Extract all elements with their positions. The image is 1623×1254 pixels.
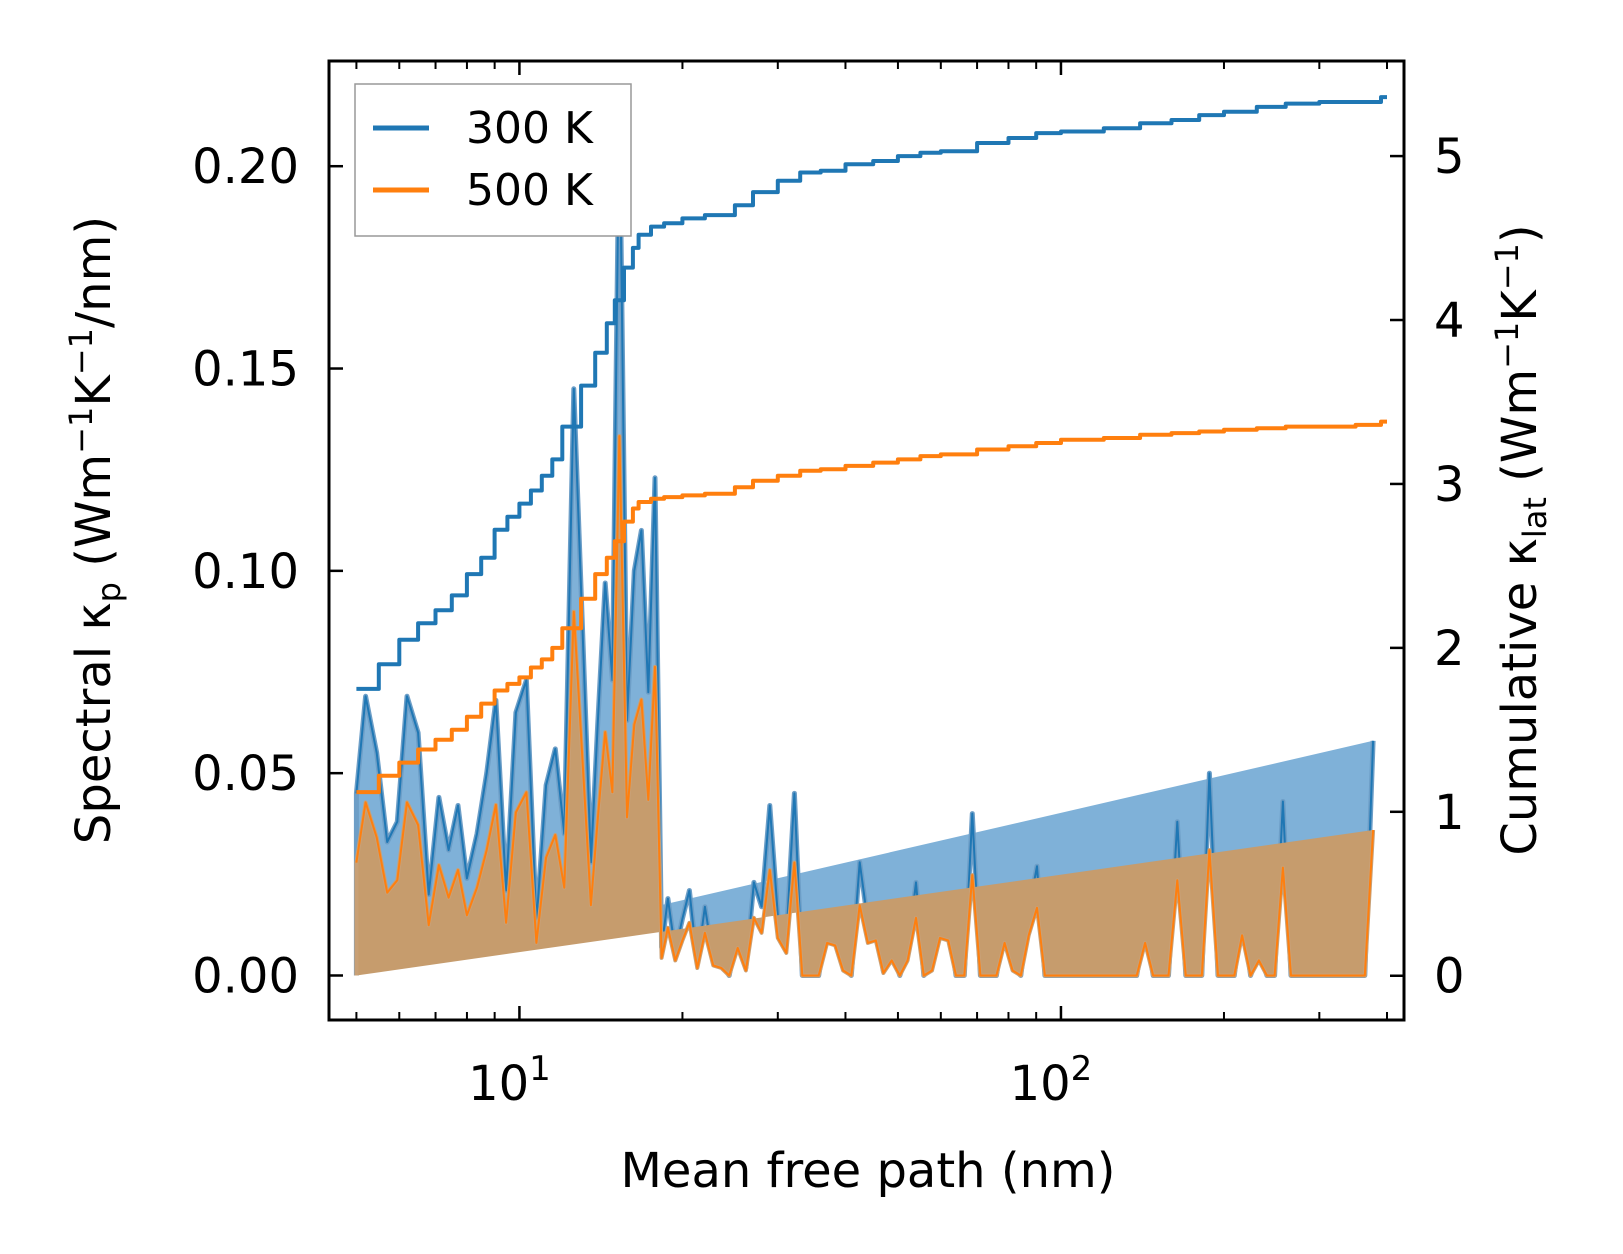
y-left-tick-label-1: 0.05	[192, 746, 299, 802]
y-right-label-part-0: Cumulative κ	[1492, 538, 1548, 856]
y-left-label-part-4: K	[66, 374, 122, 407]
y-left-axis-label: Spectral κp (Wm−1K−1/nm)	[62, 216, 128, 844]
line-layer	[356, 95, 1387, 795]
legend-box	[354, 83, 632, 237]
x-tick-label-base-1: 10	[1010, 1056, 1071, 1112]
y-left-tick-label-3: 0.15	[192, 342, 299, 398]
y-left-label-sub: p	[90, 582, 128, 602]
y-left-label-sup-1: −1	[62, 407, 100, 454]
y-left-label-part-6: /nm)	[66, 216, 122, 328]
x-tick-label-exp-1: 2	[1071, 1049, 1093, 1089]
y-left-tick-label-4: 0.20	[192, 139, 299, 195]
y-right-tick-label-1: 1	[1434, 785, 1465, 841]
y-left-tick-label-2: 0.10	[192, 544, 299, 600]
legend-label-300K: 300 K	[466, 103, 594, 154]
legend: 300 K 500 K	[354, 83, 632, 237]
y-right-label-sub: lat	[1516, 497, 1554, 538]
cumulative-line-300K	[356, 95, 1387, 691]
plot-frame	[327, 59, 1406, 1022]
y-left-tick-label-0: 0.00	[192, 948, 299, 1004]
x-tick-label-0: 101	[468, 1049, 551, 1112]
spectral-line-500K	[355, 435, 1375, 977]
y-right-label-part-2: (Wm	[1492, 369, 1548, 497]
x-tick-label-base-0: 10	[468, 1056, 529, 1112]
y-right-tick-label-5: 5	[1434, 129, 1465, 185]
legend-label-500K: 500 K	[466, 165, 594, 216]
y-left-label-part-2: (Wm	[66, 454, 122, 582]
y-right-tick-label-4: 4	[1434, 293, 1465, 349]
y-left-label-part-0: Spectral κ	[66, 602, 122, 844]
y-right-label-sup-2: −1	[1488, 243, 1526, 290]
y-right-axis-label: Cumulative κlat (Wm−1K−1)	[1488, 224, 1554, 855]
cumulative-line-500K	[356, 419, 1387, 795]
x-tick-label-1: 102	[1010, 1049, 1093, 1112]
y-right-label-sup-1: −1	[1488, 322, 1526, 369]
y-right-tick-label-2: 2	[1434, 621, 1465, 677]
y-right-label-part-4: K	[1492, 289, 1548, 322]
x-tick-label-exp-0: 1	[529, 1049, 551, 1089]
y-right-tick-label-0: 0	[1434, 949, 1465, 1005]
y-left-label-sup-2: −1	[62, 328, 100, 375]
x-axis-label: Mean free path (nm)	[621, 1143, 1116, 1199]
y-right-label-part-6: )	[1492, 224, 1548, 243]
y-right-tick-label-3: 3	[1434, 457, 1465, 513]
spectral-fill-layer	[353, 103, 1376, 978]
